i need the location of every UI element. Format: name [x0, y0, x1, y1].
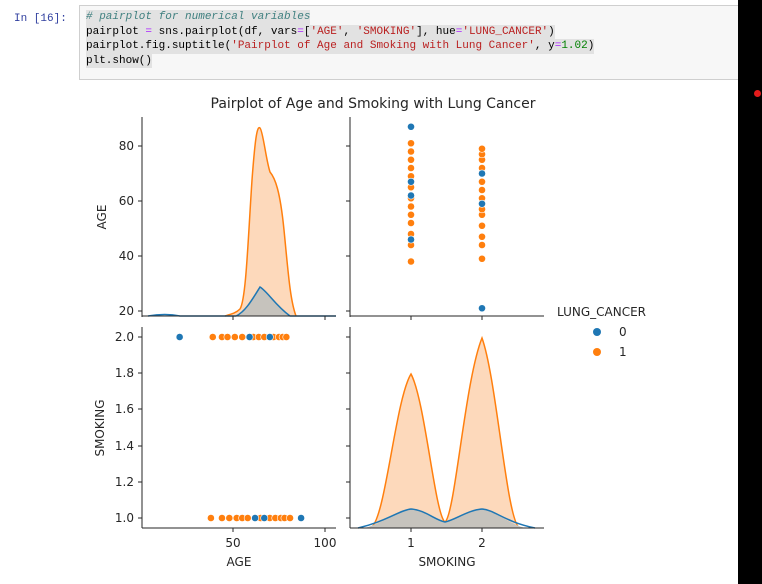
ylabel-age: AGE	[95, 205, 109, 230]
scatter-point	[478, 199, 486, 208]
scatter-point	[478, 304, 486, 313]
scatter-point	[175, 333, 184, 341]
scatter-point	[230, 333, 239, 341]
svg-text:1.8: 1.8	[115, 366, 134, 380]
svg-text:1: 1	[407, 536, 415, 550]
scatter-point	[407, 155, 415, 164]
scatter-point	[218, 514, 226, 522]
scatter-point	[238, 333, 247, 341]
svg-text:1.6: 1.6	[115, 402, 134, 416]
svg-text:80: 80	[119, 139, 134, 153]
svg-text:20: 20	[119, 304, 134, 318]
legend-marker-1	[593, 348, 601, 356]
scatter-point	[407, 164, 415, 172]
code-editor[interactable]: # pairplot for numerical variables pairpl…	[86, 10, 595, 68]
scatter-point	[407, 219, 415, 227]
scatter-point	[297, 514, 305, 522]
scatter-point	[407, 147, 415, 156]
scatter-point	[407, 235, 415, 244]
panel-smoking-age-scatter	[407, 122, 486, 313]
svg-text:2: 2	[478, 536, 486, 550]
scatter-point	[407, 210, 415, 219]
svg-text:1: 1	[619, 345, 627, 359]
scatter-point	[407, 257, 415, 266]
svg-text:2.0: 2.0	[115, 330, 134, 344]
ylabel-smoking: SMOKING	[93, 399, 107, 456]
legend-marker-0	[593, 328, 601, 336]
scatter-point	[478, 169, 486, 178]
scatter-point	[243, 514, 252, 522]
scatter-point	[407, 122, 415, 131]
code-cell[interactable]: # pairplot for numerical variables pairpl…	[79, 5, 759, 80]
panel-smoking-kde: 1 2 SMOKING	[346, 327, 544, 569]
code-line: pairplot.fig.suptitle('Pairplot of Age a…	[86, 39, 595, 54]
scatter-point	[223, 333, 232, 341]
svg-text:60: 60	[119, 194, 134, 208]
scatter-point	[407, 177, 415, 186]
code-line: pairplot = sns.pairplot(df, vars=['AGE',…	[86, 24, 555, 39]
scatter-point	[478, 186, 486, 194]
scatter-point	[407, 202, 415, 211]
scatter-point	[407, 191, 415, 200]
svg-text:1.4: 1.4	[115, 439, 134, 453]
scatter-point	[407, 139, 415, 148]
code-line: plt.show()	[86, 53, 153, 68]
xlabel-age: AGE	[227, 555, 252, 569]
code-line: # pairplot for numerical variables	[86, 10, 311, 25]
scatter-point	[286, 514, 294, 522]
scatter-point	[478, 144, 486, 153]
legend-title: LUNG_CANCER	[557, 305, 646, 319]
scatter-point	[478, 254, 486, 263]
scatter-point	[208, 333, 217, 341]
svg-text:0: 0	[619, 325, 627, 339]
svg-text:100: 100	[314, 536, 337, 550]
svg-text:1.2: 1.2	[115, 475, 134, 489]
cell-prompt: In [16]:	[14, 13, 67, 25]
scatter-point	[207, 514, 215, 522]
scatter-point	[282, 333, 291, 341]
svg-text:1.0: 1.0	[115, 511, 134, 525]
scatter-point	[265, 333, 274, 341]
scatter-point	[478, 221, 486, 230]
scatter-point	[478, 177, 486, 186]
svg-text:50: 50	[225, 536, 240, 550]
chart-title: Pairplot of Age and Smoking with Lung Ca…	[211, 96, 536, 112]
panel-age-smoking-scatter	[175, 333, 305, 522]
recording-dot-icon	[754, 90, 761, 97]
panel-age-kde: 80 60 40 20 AGE	[95, 117, 336, 320]
scatter-point	[260, 514, 269, 522]
xlabel-smoking: SMOKING	[418, 555, 475, 569]
scatter-point	[225, 514, 234, 522]
legend: LUNG_CANCER 0 1	[557, 305, 646, 359]
svg-text:40: 40	[119, 249, 134, 263]
scatter-point	[478, 241, 486, 249]
scatter-point	[478, 232, 486, 241]
scatter-point	[251, 514, 259, 522]
right-black-bar	[738, 0, 762, 584]
scatter-point	[245, 333, 254, 341]
